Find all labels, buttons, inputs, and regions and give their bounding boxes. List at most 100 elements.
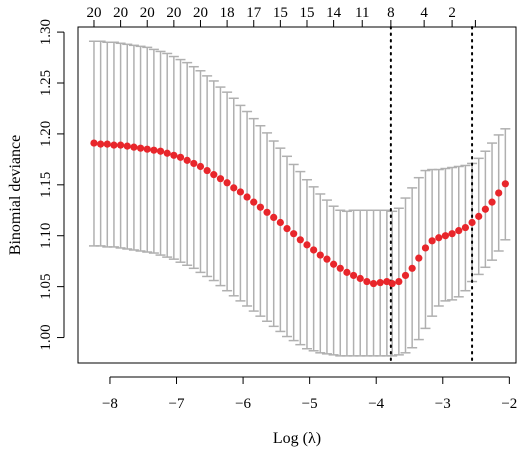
deviance-point <box>210 171 218 179</box>
top-tick-label: 14 <box>326 5 342 21</box>
top-tick-label: 4 <box>420 5 428 21</box>
x-tick-label: −7 <box>169 396 185 412</box>
deviance-point <box>388 279 396 288</box>
deviance-point <box>256 203 264 211</box>
deviance-point <box>343 268 351 276</box>
top-tick-label: 8 <box>387 5 395 21</box>
deviance-point <box>203 166 211 175</box>
deviance-point <box>448 230 456 238</box>
y-axis-title: Binomial deviance <box>7 135 24 255</box>
deviance-point <box>250 198 258 206</box>
top-tick-label: 20 <box>86 5 101 21</box>
deviance-point <box>290 230 298 238</box>
y-tick-label: 1.30 <box>38 19 54 45</box>
deviance-point <box>223 179 231 187</box>
deviance-point <box>415 254 423 262</box>
deviance-point <box>196 162 205 171</box>
top-tick-label: 20 <box>193 5 208 21</box>
deviance-point <box>488 198 496 206</box>
deviance-point <box>190 159 198 168</box>
deviance-point <box>455 227 463 235</box>
deviance-point <box>461 223 470 232</box>
x-tick-label: −4 <box>368 396 384 412</box>
deviance-point <box>143 145 151 153</box>
error-bars <box>88 40 511 357</box>
deviance-point <box>310 246 318 254</box>
x-axis-title: Log (λ) <box>273 430 321 447</box>
deviance-point <box>117 141 125 149</box>
x-tick-label: −5 <box>302 396 318 412</box>
deviance-point <box>356 274 364 283</box>
top-tick-label: 20 <box>166 5 181 21</box>
deviance-point <box>170 151 178 159</box>
deviance-point <box>243 193 251 201</box>
deviance-point <box>103 140 111 148</box>
deviance-point <box>330 260 338 268</box>
deviance-point <box>501 180 509 188</box>
y-tick-label: 1.05 <box>38 274 54 300</box>
deviance-point <box>270 213 278 221</box>
deviance-point <box>421 244 430 252</box>
top-tick-label: 15 <box>299 5 314 21</box>
deviance-point <box>481 205 489 213</box>
deviance-point <box>183 156 191 164</box>
deviance-point <box>130 143 138 151</box>
deviance-point <box>323 255 331 263</box>
deviance-point <box>110 141 118 149</box>
deviance-point <box>123 142 131 150</box>
x-tick-label: −2 <box>501 396 517 412</box>
deviance-point <box>283 225 291 233</box>
deviance-point <box>336 264 344 272</box>
plot-frame <box>77 26 517 364</box>
top-axis: 20 20 20 20 20 18 17 15 15 14 11 8 4 2 <box>86 5 476 28</box>
deviance-point <box>176 153 185 161</box>
deviance-point <box>376 278 384 287</box>
deviance-point <box>369 279 378 288</box>
deviance-point <box>136 144 145 152</box>
top-tick-label: 2 <box>448 5 456 21</box>
top-tick-label: 20 <box>113 5 128 21</box>
y-tick-label: 1.15 <box>38 172 54 198</box>
deviance-point <box>435 234 443 242</box>
top-tick-label: 18 <box>220 5 235 21</box>
y-tick-label: 1.25 <box>38 70 54 96</box>
deviance-point <box>428 237 436 245</box>
deviance-point <box>230 184 238 192</box>
x-axis: −8 −7 −6 −5 −4 −3 −2 <box>102 376 517 412</box>
top-tick-label: 15 <box>273 5 288 21</box>
top-tick-label: 17 <box>246 5 262 21</box>
deviance-point <box>495 189 503 197</box>
y-tick-label: 1.20 <box>38 121 54 147</box>
deviance-point <box>276 218 284 227</box>
deviance-point <box>401 271 410 280</box>
deviance-point <box>150 146 158 154</box>
x-tick-label: −3 <box>435 396 451 412</box>
deviance-point <box>363 277 371 286</box>
y-tick-label: 1.00 <box>38 324 54 350</box>
y-axis: 1.00 1.05 1.10 1.15 1.20 1.25 1.30 <box>38 19 65 351</box>
y-tick-label: 1.10 <box>38 223 54 249</box>
deviance-point <box>408 264 416 272</box>
deviance-point <box>468 218 476 227</box>
deviance-point <box>303 241 311 249</box>
deviance-point <box>475 212 483 220</box>
deviance-point <box>97 140 105 148</box>
top-tick-label: 20 <box>140 5 155 21</box>
deviance-point <box>90 139 98 147</box>
deviance-point <box>263 208 271 216</box>
x-tick-label: −6 <box>235 396 251 412</box>
deviance-points <box>90 139 509 288</box>
reference-lines <box>389 26 474 364</box>
deviance-point <box>441 232 450 240</box>
deviance-point <box>349 271 358 280</box>
deviance-point <box>395 277 403 286</box>
deviance-point <box>216 175 225 183</box>
deviance-point <box>163 149 171 157</box>
deviance-point <box>316 251 324 259</box>
deviance-point <box>156 147 165 155</box>
deviance-point <box>236 188 245 196</box>
deviance-point <box>296 236 304 244</box>
top-tick-label: 11 <box>355 5 369 21</box>
